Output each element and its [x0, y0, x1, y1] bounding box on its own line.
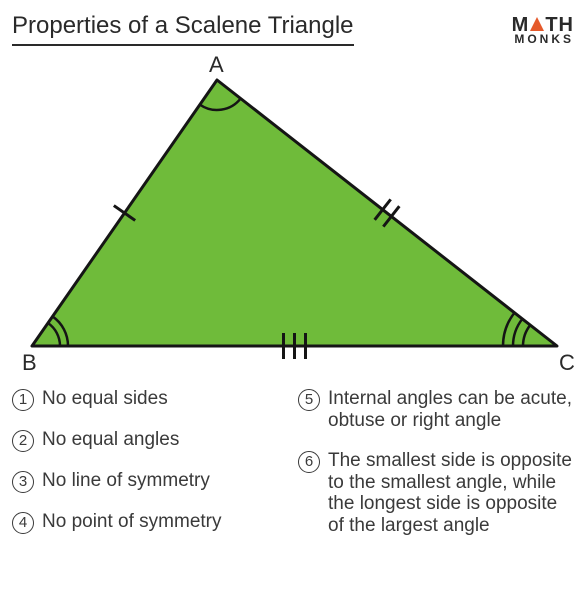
header: Properties of a Scalene Triangle MTH MON…	[12, 12, 574, 50]
brand-bottom-line: MONKS	[512, 34, 574, 45]
property-text: No point of symmetry	[42, 511, 222, 533]
property-text: Internal angles can be acute, obtuse or …	[328, 388, 574, 432]
page-title: Properties of a Scalene Triangle	[12, 12, 354, 46]
property-text: No equal angles	[42, 429, 179, 451]
brand-logo: MTH MONKS	[512, 16, 574, 45]
property-number: 3	[12, 471, 34, 493]
property-item: 1 No equal sides	[12, 388, 288, 411]
property-item: 4 No point of symmetry	[12, 511, 288, 534]
triangle-diagram: A B C	[12, 50, 574, 380]
property-text: No line of symmetry	[42, 470, 210, 492]
property-item: 6 The smallest side is opposite to the sm…	[298, 450, 574, 537]
properties-column-2: 5 Internal angles can be acute, obtuse or…	[298, 388, 574, 537]
property-number: 2	[12, 430, 34, 452]
property-number: 1	[12, 389, 34, 411]
brand-triangle-icon	[530, 17, 544, 31]
triangle-svg: A B C	[12, 50, 574, 380]
property-number: 6	[298, 451, 320, 473]
property-item: 3 No line of symmetry	[12, 470, 288, 493]
property-number: 4	[12, 512, 34, 534]
property-item: 2 No equal angles	[12, 429, 288, 452]
svg-text:C: C	[559, 350, 574, 375]
properties-column-1: 1 No equal sides 2 No equal angles 3 No line …	[12, 388, 288, 537]
property-item: 5 Internal angles can be acute, obtuse or…	[298, 388, 574, 432]
properties-list: 1 No equal sides 2 No equal angles 3 No line …	[12, 388, 574, 537]
property-text: No equal sides	[42, 388, 168, 410]
property-number: 5	[298, 389, 320, 411]
svg-text:A: A	[209, 52, 224, 77]
property-text: The smallest side is opposite to the sma…	[328, 450, 574, 537]
svg-text:B: B	[22, 350, 37, 375]
